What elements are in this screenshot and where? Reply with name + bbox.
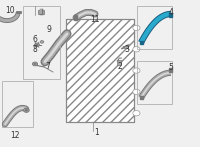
Circle shape	[34, 63, 36, 65]
Circle shape	[133, 89, 140, 95]
Circle shape	[24, 108, 29, 112]
Circle shape	[133, 68, 140, 73]
Bar	[38, 10, 44, 14]
Bar	[169, 13, 172, 17]
Text: 3: 3	[125, 45, 129, 54]
Circle shape	[32, 62, 38, 66]
Circle shape	[40, 41, 44, 43]
Text: 5: 5	[169, 63, 173, 72]
Bar	[140, 96, 143, 99]
Circle shape	[133, 111, 140, 116]
Text: 8: 8	[33, 45, 37, 54]
FancyBboxPatch shape	[66, 19, 134, 122]
Text: 1: 1	[95, 128, 99, 137]
Circle shape	[25, 109, 28, 111]
Bar	[140, 41, 143, 44]
Bar	[169, 68, 172, 72]
Circle shape	[133, 25, 140, 31]
Bar	[124, 46, 128, 48]
Text: 11: 11	[90, 15, 100, 24]
Circle shape	[36, 44, 38, 46]
Text: 10: 10	[5, 6, 15, 15]
Text: 6: 6	[33, 35, 37, 44]
Bar	[74, 15, 77, 20]
Bar	[117, 60, 121, 65]
Text: 12: 12	[10, 131, 20, 140]
Text: 9: 9	[47, 25, 51, 34]
Circle shape	[35, 43, 39, 47]
Text: 4: 4	[169, 8, 173, 17]
Circle shape	[133, 47, 140, 52]
Text: 7: 7	[46, 62, 50, 71]
Text: 2: 2	[118, 62, 122, 71]
